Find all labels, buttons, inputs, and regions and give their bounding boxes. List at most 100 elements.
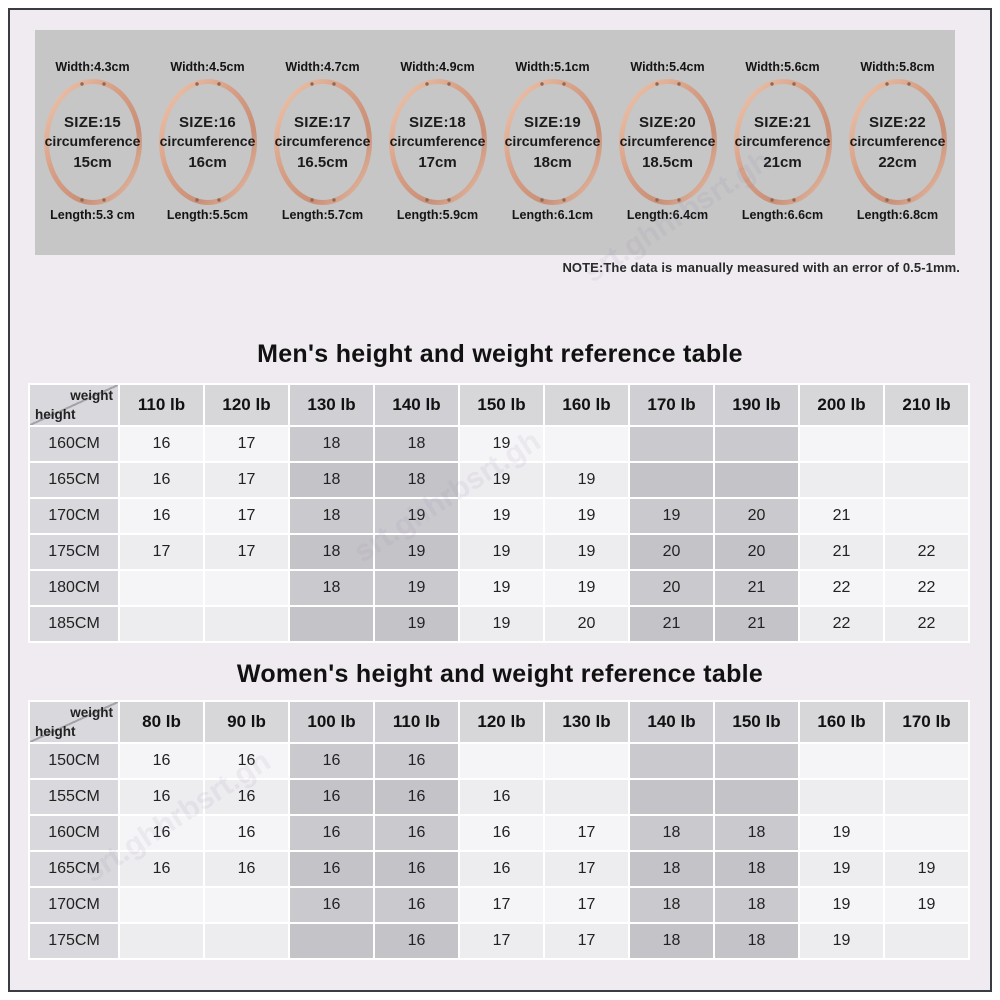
size-value-cell: 16 bbox=[120, 852, 203, 886]
size-value-cell: 17 bbox=[460, 924, 543, 958]
table-corner-cell: weight height bbox=[30, 385, 118, 425]
bangle-ring-icon bbox=[848, 79, 947, 205]
bangle-length-label: Length:6.6cm bbox=[741, 208, 824, 222]
size-value-cell: 19 bbox=[375, 571, 458, 605]
size-value-cell: 18 bbox=[715, 816, 798, 850]
bangle-ring-text: SIZE:17 circumference 16.5cm bbox=[272, 78, 374, 206]
size-value-cell: 18 bbox=[290, 427, 373, 461]
bangle-ring: SIZE:21 circumference 21cm bbox=[732, 78, 834, 206]
bangle-size-label: SIZE:21 bbox=[753, 113, 812, 131]
size-value-cell: 19 bbox=[375, 535, 458, 569]
bangle-circumference-value: 18cm bbox=[533, 153, 572, 171]
size-value-cell: 19 bbox=[375, 499, 458, 533]
size-value-cell: 17 bbox=[205, 463, 288, 497]
bangle-size-item: Width:5.1cm SIZE:19 circumference 18cm L… bbox=[495, 60, 610, 255]
size-value-cell bbox=[715, 780, 798, 814]
height-row-header: 165CM bbox=[30, 463, 118, 497]
size-value-cell bbox=[120, 571, 203, 605]
size-value-cell: 18 bbox=[375, 463, 458, 497]
size-value-cell: 17 bbox=[545, 888, 628, 922]
size-value-cell: 21 bbox=[800, 535, 883, 569]
size-value-cell bbox=[290, 607, 373, 641]
size-value-cell: 16 bbox=[120, 744, 203, 778]
bangle-ring-icon bbox=[273, 79, 372, 205]
size-value-cell: 16 bbox=[375, 924, 458, 958]
size-value-cell bbox=[800, 427, 883, 461]
weight-column-header: 170 lb bbox=[630, 385, 713, 425]
corner-height-label: height bbox=[35, 724, 76, 739]
bangle-ring: SIZE:20 circumference 18.5cm bbox=[617, 78, 719, 206]
size-value-cell bbox=[120, 888, 203, 922]
bangle-circumference-word: circumference bbox=[734, 132, 831, 149]
weight-column-header: 130 lb bbox=[290, 385, 373, 425]
bangle-width-label: Width:5.4cm bbox=[630, 60, 705, 74]
size-value-cell: 22 bbox=[800, 571, 883, 605]
size-value-cell: 20 bbox=[545, 607, 628, 641]
size-value-cell: 21 bbox=[715, 607, 798, 641]
bangle-circumference-value: 15cm bbox=[73, 153, 112, 171]
size-value-cell: 17 bbox=[205, 535, 288, 569]
bangle-circumference-value: 18.5cm bbox=[642, 153, 693, 171]
size-value-cell: 16 bbox=[290, 816, 373, 850]
size-value-cell bbox=[545, 427, 628, 461]
size-value-cell: 19 bbox=[800, 888, 883, 922]
size-value-cell: 16 bbox=[375, 744, 458, 778]
weight-column-header: 170 lb bbox=[885, 702, 968, 742]
weight-column-header: 110 lb bbox=[375, 702, 458, 742]
men-table: weight height 110 lb 120 lb 130 lb 140 lb 150 … bbox=[28, 383, 970, 643]
size-value-cell bbox=[205, 607, 288, 641]
bangle-size-label: SIZE:16 bbox=[178, 113, 237, 131]
size-value-cell: 16 bbox=[120, 427, 203, 461]
women-table: weight height 80 lb 90 lb 100 lb 110 lb 120 lb… bbox=[28, 700, 970, 960]
weight-column-header: 210 lb bbox=[885, 385, 968, 425]
size-value-cell bbox=[630, 744, 713, 778]
size-value-cell: 17 bbox=[205, 499, 288, 533]
size-value-cell: 16 bbox=[375, 852, 458, 886]
size-value-cell: 19 bbox=[545, 463, 628, 497]
bangle-ring-text: SIZE:16 circumference 16cm bbox=[157, 78, 259, 206]
bangle-width-label: Width:4.7cm bbox=[285, 60, 360, 74]
height-row-header: 160CM bbox=[30, 816, 118, 850]
size-value-cell: 19 bbox=[460, 463, 543, 497]
size-value-cell bbox=[885, 780, 968, 814]
weight-column-header: 150 lb bbox=[715, 702, 798, 742]
weight-column-header: 130 lb bbox=[545, 702, 628, 742]
size-value-cell: 19 bbox=[545, 535, 628, 569]
bangle-ring-icon bbox=[733, 79, 832, 205]
size-value-cell: 20 bbox=[715, 499, 798, 533]
size-value-cell bbox=[120, 924, 203, 958]
size-value-cell bbox=[885, 816, 968, 850]
size-value-cell: 20 bbox=[630, 571, 713, 605]
bangle-size-item: Width:5.6cm SIZE:21 circumference 21cm L… bbox=[725, 60, 840, 255]
weight-column-header: 160 lb bbox=[545, 385, 628, 425]
weight-column-header: 110 lb bbox=[120, 385, 203, 425]
size-value-cell bbox=[290, 924, 373, 958]
women-table-title: Women's height and weight reference tabl… bbox=[236, 660, 764, 688]
bangle-size-label: SIZE:22 bbox=[868, 113, 927, 131]
bangle-circumference-value: 21cm bbox=[763, 153, 802, 171]
size-value-cell bbox=[545, 744, 628, 778]
bangle-circumference-value: 17cm bbox=[418, 153, 457, 171]
size-value-cell bbox=[800, 744, 883, 778]
bangle-size-item: Width:4.9cm SIZE:18 circumference 17cm L… bbox=[380, 60, 495, 255]
size-value-cell bbox=[885, 427, 968, 461]
bangle-ring-icon bbox=[503, 79, 602, 205]
size-value-cell: 16 bbox=[120, 816, 203, 850]
size-value-cell: 16 bbox=[205, 780, 288, 814]
size-value-cell bbox=[205, 924, 288, 958]
size-value-cell: 18 bbox=[290, 463, 373, 497]
bangle-circumference-word: circumference bbox=[389, 132, 486, 149]
corner-height-label: height bbox=[35, 407, 76, 422]
size-value-cell bbox=[460, 744, 543, 778]
bangle-length-label: Length:6.8cm bbox=[856, 208, 939, 222]
size-value-cell: 22 bbox=[885, 607, 968, 641]
size-value-cell: 16 bbox=[120, 463, 203, 497]
product-size-chart: Width:4.3cm SIZE:15 circumference 15cm L… bbox=[8, 8, 992, 992]
size-value-cell bbox=[885, 924, 968, 958]
size-value-cell: 18 bbox=[290, 535, 373, 569]
weight-column-header: 140 lb bbox=[630, 702, 713, 742]
height-row-header: 185CM bbox=[30, 607, 118, 641]
weight-column-header: 150 lb bbox=[460, 385, 543, 425]
bangle-size-item: Width:5.8cm SIZE:22 circumference 22cm L… bbox=[840, 60, 955, 255]
size-value-cell bbox=[205, 571, 288, 605]
